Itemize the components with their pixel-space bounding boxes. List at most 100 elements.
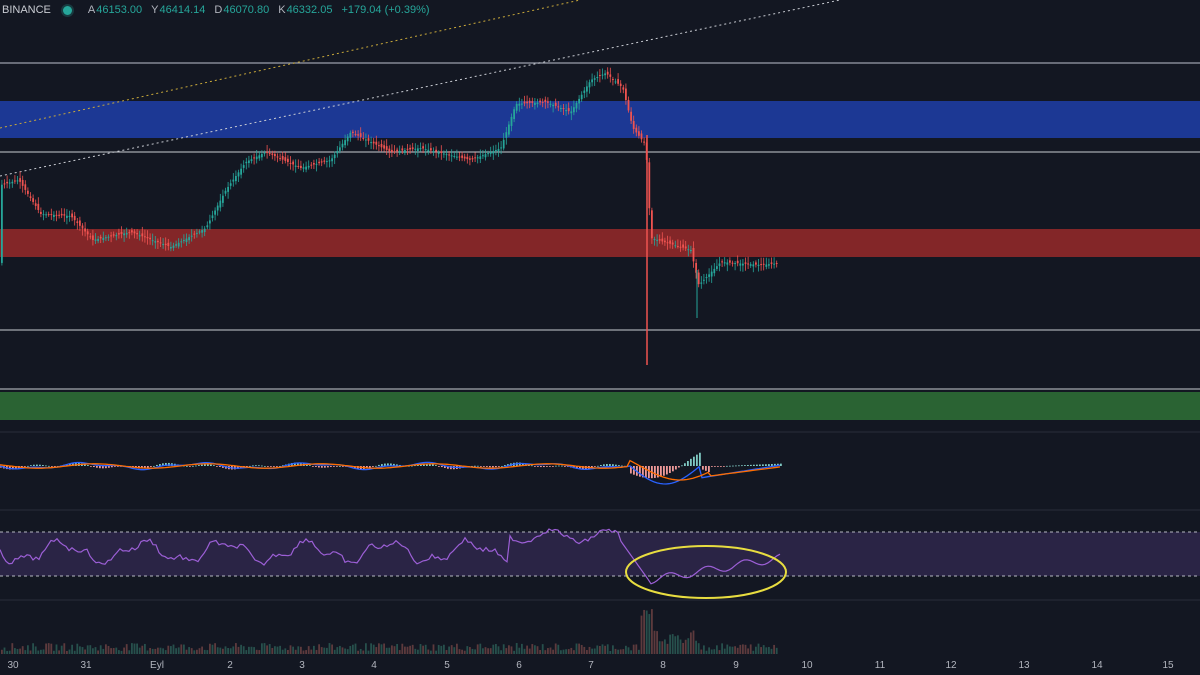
volume-bar xyxy=(180,644,183,654)
rsi-band xyxy=(0,532,1200,576)
macd-histogram-bar xyxy=(150,466,152,467)
candle-body xyxy=(752,264,755,267)
volume-bar xyxy=(677,635,679,654)
resistance-zone[interactable] xyxy=(0,101,1200,138)
macd-histogram-bar xyxy=(93,466,95,468)
candle-body xyxy=(541,101,544,103)
candle-body xyxy=(396,149,398,152)
macd-histogram-bar xyxy=(696,454,698,466)
candle-body xyxy=(331,158,333,162)
volume-bar xyxy=(68,649,71,654)
volume-bar xyxy=(562,649,565,654)
rsi-indicator[interactable] xyxy=(0,528,1200,585)
macd-histogram-bar xyxy=(555,465,557,467)
volume-bar xyxy=(414,648,417,654)
time-axis-label: 5 xyxy=(444,660,450,671)
demand-zone[interactable] xyxy=(0,392,1200,420)
macd-histogram-bar xyxy=(384,463,386,466)
high-value: Y46414.14 xyxy=(151,4,206,16)
annotation-ellipse[interactable] xyxy=(625,545,787,599)
candle-body xyxy=(487,153,489,155)
candle-body xyxy=(664,240,666,243)
candlestick-series[interactable] xyxy=(1,67,778,365)
macd-histogram-bar xyxy=(411,465,413,467)
volume-bar xyxy=(391,645,393,654)
candle-body xyxy=(630,111,632,121)
candle-body xyxy=(107,236,110,238)
macd-histogram-bar xyxy=(237,466,239,469)
candle-body xyxy=(235,176,237,182)
volume-bar xyxy=(318,644,320,654)
volume-bars[interactable] xyxy=(1,609,778,654)
macd-histogram-bar xyxy=(186,465,188,467)
candle-body xyxy=(240,168,242,175)
macd-indicator[interactable] xyxy=(0,452,782,485)
candle-body xyxy=(53,214,55,217)
candle-body xyxy=(284,157,287,161)
macd-histogram-bar xyxy=(729,465,731,467)
volume-bar xyxy=(107,645,110,654)
volume-bar xyxy=(94,647,97,654)
volume-bar xyxy=(47,643,50,654)
candle-body xyxy=(684,246,687,249)
candle-body xyxy=(172,245,175,248)
candle-body xyxy=(528,100,531,104)
macd-histogram-bar xyxy=(648,466,650,479)
candle-body xyxy=(370,142,372,144)
candle-body xyxy=(258,155,261,159)
macd-histogram-bar xyxy=(666,466,668,475)
time-axis[interactable]: 30 31 Eyl 2 3 4 5 6 7 8 9 10 11 12 13 14 15 xyxy=(0,655,1200,675)
macd-histogram-bar xyxy=(684,463,686,466)
candle-body xyxy=(721,261,723,263)
volume-bar xyxy=(216,647,219,654)
macd-histogram-bar xyxy=(297,462,299,466)
volume-bar xyxy=(482,648,484,654)
macd-histogram-bar xyxy=(444,466,446,468)
candle-body xyxy=(632,121,635,130)
candle-body xyxy=(601,74,604,76)
volume-bar xyxy=(245,650,248,654)
candle-body xyxy=(261,154,263,158)
volume-bar xyxy=(149,648,151,654)
macd-histogram-bar xyxy=(117,466,119,467)
volume-bar xyxy=(240,644,242,654)
candle-body xyxy=(50,214,53,216)
volume-bar xyxy=(3,647,6,654)
candle-body xyxy=(115,235,118,237)
candle-body xyxy=(47,214,50,216)
macd-histogram-bar xyxy=(375,465,377,467)
volume-bar xyxy=(601,644,604,654)
macd-histogram-bar xyxy=(594,466,596,467)
macd-histogram-bar xyxy=(252,465,254,467)
candle-body xyxy=(118,233,120,235)
macd-histogram-bar xyxy=(294,462,296,466)
volume-bar xyxy=(487,648,489,654)
candle-body xyxy=(328,160,331,162)
volume-bar xyxy=(190,648,193,654)
volume-bar xyxy=(162,648,164,654)
candle-body xyxy=(638,131,640,136)
trend-line-lower[interactable] xyxy=(0,0,841,177)
volume-bar xyxy=(367,650,370,654)
volume-bar xyxy=(651,609,653,654)
candle-body xyxy=(443,153,445,155)
volume-bar xyxy=(279,645,281,654)
candle-body xyxy=(591,79,593,83)
macd-histogram-bar xyxy=(39,464,41,466)
candle-body xyxy=(599,75,601,77)
candle-body xyxy=(323,160,326,162)
volume-bar xyxy=(300,646,302,654)
candle-body xyxy=(531,101,534,103)
candle-body xyxy=(679,246,682,248)
price-chart-canvas[interactable] xyxy=(0,0,1200,655)
candle-body xyxy=(128,232,131,234)
candle-body xyxy=(489,152,492,154)
volume-bar xyxy=(359,648,362,654)
macd-histogram-bar xyxy=(192,465,194,467)
macd-histogram-bar xyxy=(195,465,197,467)
candle-body xyxy=(318,161,320,164)
support-zone[interactable] xyxy=(0,229,1200,257)
macd-histogram-bar xyxy=(618,465,620,466)
trend-line-upper[interactable] xyxy=(0,0,581,129)
candle-body xyxy=(198,231,201,233)
